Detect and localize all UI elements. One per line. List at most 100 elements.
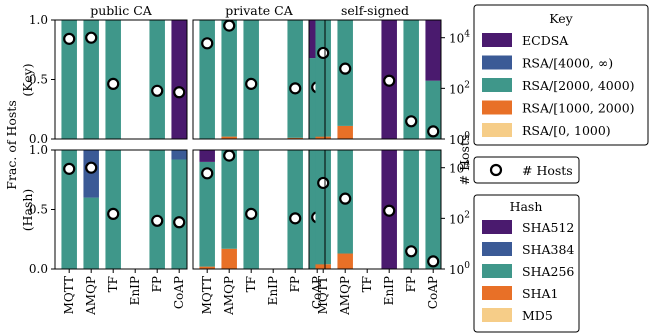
bars-layer [61,19,441,269]
hosts-legend-marker [489,163,503,177]
column-title: self-signed [341,3,409,18]
hash-legend: Hash SHA512 SHA384 SHA256 SHA1 MD5 [473,194,580,333]
key-legend-title: Key [549,11,573,26]
bar-segment-amqp-rsa10002000 [221,136,237,139]
bar-segment-mqtt-rsa20004000 [199,20,215,139]
key-legend-entry: RSA/[0, 1000) [522,123,611,138]
bar-segment-coap-sha384 [171,150,187,160]
panel-frame [192,19,326,140]
host-count-marker-fp [289,212,302,225]
hash-legend-entry: SHA512 [522,220,574,235]
key-legend-entry: RSA/[2000, 4000) [522,78,635,93]
y2-tick-label: 104 [449,160,470,176]
host-count-marker-mqtt [201,167,214,180]
host-count-marker-amqp [85,161,98,174]
host-count-marker-tf [245,207,258,220]
hash-legend-title: Hash [510,199,543,214]
bar-segment-fp-rsa20004000 [149,20,165,139]
bar-segment-fp-rsa10002000 [287,137,303,139]
host-count-marker-tf [107,207,120,220]
hash-legend-swatch [482,308,512,322]
panel-1-2 [315,150,441,269]
bar-segment-mqtt-rsa10002000 [315,136,331,139]
host-count-marker-coap [427,255,440,268]
host-count-marker-mqtt [317,46,330,60]
bar-segment-coap-ecdsa [425,20,441,81]
bar-segment-fp-sha256 [403,150,419,269]
panel-frame [308,149,442,270]
hosts-legend-label: # Hosts [522,163,573,178]
host-count-marker-coap [173,86,186,99]
bar-segment-amqp-sha384 [83,150,99,198]
y-tick-label: 1.0 [29,13,48,27]
y-tick-label: 1.0 [29,143,48,157]
column-title: public CA [90,3,153,18]
y2-tick-base: 10 [449,263,464,277]
key-legend: Key ECDSA RSA/[4000, ∞) RSA/[2000, 4000) RSA… [473,4,649,146]
key-legend-swatch [482,100,512,115]
category-label-tf: TF [360,276,374,292]
host-count-marker-tf [245,77,258,90]
host-count-marker-mqtt [63,162,76,175]
bar-segment-mqtt-sha256 [199,161,215,267]
category-label-enip: EnIP [266,276,280,305]
y2-tick-exponent: 2 [464,80,470,90]
category-label-mqtt: MQTT [62,276,76,314]
key-legend-swatch [482,78,512,92]
category-label-coap: CoAP [426,276,440,309]
hash-legend-swatch [482,286,512,300]
bar-segment-amqp-rsa10002000 [337,125,353,139]
category-label-fp: FP [404,276,418,292]
bar-segment-coap-rsa20004000 [425,80,441,139]
host-count-marker-mqtt [201,37,214,50]
panel-0-1 [199,19,325,139]
host-count-marker-mqtt [63,32,76,45]
category-label-tf: TF [244,276,258,292]
category-label-mqtt: MQTT [316,276,330,314]
bar-segment-amqp-rsa20004000 [221,20,237,137]
category-label-amqp: AMQP [84,276,98,316]
hash-legend-entry: SHA256 [522,264,574,279]
hash-legend-entry: MD5 [522,308,553,323]
key-legend-entry: RSA/[1000, 2000) [522,101,635,116]
y2-tick-exponent: 0 [464,261,470,271]
host-count-marker-amqp [223,149,236,162]
bar-segment-mqtt-rsa20004000 [61,20,77,139]
host-count-marker-fp [151,214,164,227]
panel-0-0 [61,20,187,139]
category-label-fp: FP [150,276,164,292]
hosts-legend: # Hosts [473,156,580,184]
host-count-marker-amqp [85,31,98,44]
panel-1-1 [199,149,325,269]
hash-legend-swatch [482,220,512,234]
bar-segment-amqp-sha256 [83,197,99,269]
bar-segment-fp-sha256 [149,150,165,269]
key-legend-entry: ECDSA [522,33,569,48]
y-tick-label: 0.5 [29,203,48,217]
y2-tick-label: 100 [449,261,470,277]
category-label-tf: TF [106,276,120,292]
hash-legend-swatch [482,264,512,278]
y2-tick-label: 102 [449,210,470,226]
host-count-marker-amqp [339,62,352,75]
panel-0-2 [315,20,441,139]
bar-segment-coap-sha256 [425,150,441,269]
bar-segment-fp-rsa20004000 [403,20,419,139]
panel-frame [192,149,326,270]
y2-tick-exponent: 0 [464,131,470,141]
key-legend-swatch [482,55,512,70]
bar-segment-mqtt-sha256 [315,150,331,265]
host-count-marker-tf [107,77,120,90]
category-label-fp: FP [288,276,302,292]
y2-tick-base: 10 [449,32,464,46]
column-title: private CA [225,3,293,18]
hash-legend-entry: SHA384 [522,242,574,257]
host-count-marker-fp [151,84,164,97]
y-axis-sublabel-key: (Key) [20,63,35,96]
key-legend-swatch [482,123,512,137]
y-axis-sublabel-hash: (Hash) [20,189,35,232]
y2-tick-label: 102 [449,80,470,96]
host-count-marker-fp [289,82,302,95]
bar-segment-amqp-sha1 [337,253,353,269]
